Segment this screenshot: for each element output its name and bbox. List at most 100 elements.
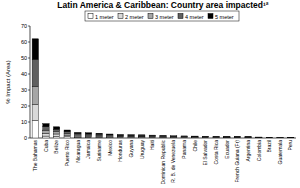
legend-label: 4 meter — [185, 14, 204, 20]
bar-segment — [149, 137, 155, 138]
category-label: French Guiana (Fr) — [234, 140, 240, 183]
bar-segment — [256, 137, 262, 138]
y-tick-label: 30 — [21, 87, 27, 93]
bar-segment — [139, 135, 145, 137]
bar-segment — [234, 136, 240, 137]
category-label: Belize — [53, 140, 59, 154]
category-label: Uruguay — [139, 140, 145, 159]
y-axis-label: % Impact (Area) — [5, 60, 11, 103]
bar-segment — [224, 136, 230, 137]
y-tick-label: 60 — [21, 39, 27, 45]
bar-segment — [32, 104, 38, 120]
category-label: Costa Rica — [213, 140, 219, 165]
bar-segment — [266, 137, 272, 138]
y-tick — [28, 122, 30, 123]
bar-segment — [43, 136, 49, 138]
bar-segment — [287, 137, 293, 138]
bar-segment — [202, 137, 208, 138]
category-label: Brazil — [266, 140, 272, 153]
bar-segment — [192, 137, 198, 138]
bar-segment — [160, 137, 166, 138]
bars — [32, 39, 294, 138]
bar-segment — [75, 137, 81, 138]
y-tick — [28, 58, 30, 59]
category-label: Guyana — [128, 140, 134, 158]
bar-segment — [224, 136, 230, 137]
bar-segment — [53, 134, 59, 136]
bar-segment — [256, 137, 262, 138]
bar-segment — [139, 134, 145, 136]
bar-segment — [64, 134, 70, 136]
bar-segment — [32, 60, 38, 87]
legend-swatch — [118, 14, 123, 19]
bar-segment — [234, 137, 240, 138]
y-tick — [28, 26, 30, 27]
bar-segment — [213, 137, 219, 138]
bar-segment — [192, 136, 198, 137]
bar-segment — [277, 137, 283, 138]
bar-segment — [85, 133, 91, 134]
category-label: Puerto Rico — [64, 140, 70, 166]
bar-segment — [53, 132, 59, 134]
legend-swatch — [148, 14, 153, 19]
category-label: Jamaica — [85, 140, 91, 159]
bar-segment — [64, 132, 70, 134]
bar-segment — [256, 137, 262, 138]
legend-label: 1 meter — [95, 14, 114, 20]
category-label: The Bahamas — [32, 140, 38, 172]
bar-segment — [234, 137, 240, 138]
bar-segment — [43, 130, 49, 133]
legend-swatch — [178, 14, 183, 19]
y-tick-label: 0 — [24, 135, 27, 141]
bar-segment — [287, 137, 293, 138]
category-label: Guatemala — [277, 140, 283, 165]
category-label: R. B. de Venezuela — [170, 140, 176, 183]
bar-segment — [245, 136, 251, 137]
bar-segment — [202, 137, 208, 138]
bar-segment — [107, 134, 113, 136]
bar-segment — [213, 137, 219, 138]
bar-segment — [287, 137, 293, 138]
y-tick-label: 10 — [21, 119, 27, 125]
bar-segment — [139, 136, 145, 138]
bar-segment — [107, 137, 113, 138]
category-label: Peru — [287, 140, 293, 151]
legend-swatch — [88, 14, 93, 19]
bar-segment — [266, 137, 272, 138]
bar-segment — [43, 124, 49, 127]
bar-segment — [32, 87, 38, 105]
bar-segment — [128, 136, 134, 138]
category-label: Honduras — [117, 140, 123, 162]
bar-segment — [170, 136, 176, 137]
bar-segment — [43, 133, 49, 136]
y-tick — [28, 42, 30, 43]
y-tick — [28, 74, 30, 75]
bar-segment — [117, 136, 123, 138]
category-label: Cuba — [43, 140, 49, 152]
category-label: Haiti — [149, 140, 155, 150]
bar-segment — [96, 133, 102, 135]
bar-segment — [213, 137, 219, 138]
bar-segment — [107, 136, 113, 138]
bar-segment — [170, 135, 176, 136]
bar-segment — [53, 127, 59, 129]
x-axis-line — [30, 138, 296, 139]
bar-segment — [213, 136, 219, 137]
category-label: Panama — [181, 140, 187, 159]
bar-segment — [266, 137, 272, 138]
category-label: Mexico — [107, 140, 113, 156]
bar-segment — [170, 137, 176, 138]
bar-segment — [266, 137, 272, 138]
y-axis-line — [30, 26, 31, 138]
bar-segment — [43, 127, 49, 130]
bar-segment — [96, 136, 102, 138]
title: Latin America & Caribbean: Country area … — [57, 0, 268, 10]
bar-segment — [287, 138, 293, 139]
bar-segment — [85, 137, 91, 138]
y-tick-label: 70 — [21, 23, 27, 29]
bar-segment — [213, 136, 219, 137]
category-label: Ecuador — [224, 140, 230, 159]
category-label: Argentina — [245, 140, 251, 162]
bar-segment — [117, 137, 123, 138]
category-label: Nicaragua — [75, 140, 81, 163]
